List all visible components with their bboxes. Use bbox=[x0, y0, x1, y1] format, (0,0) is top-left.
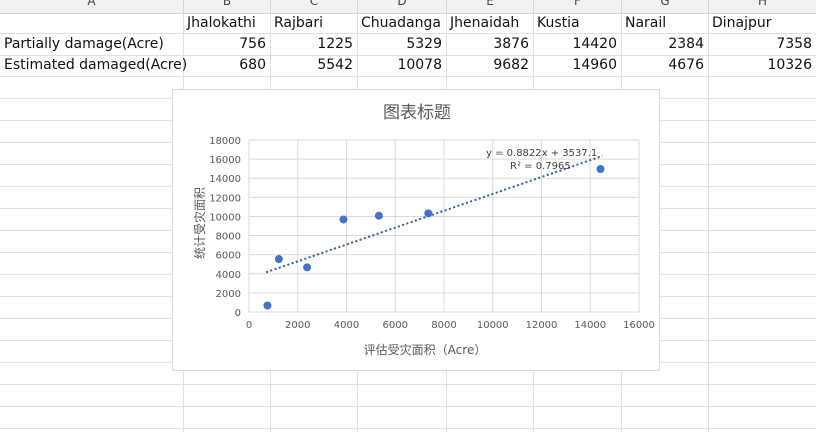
y-tick-label: 12000 bbox=[209, 193, 241, 204]
x-tick-label: 6000 bbox=[383, 320, 408, 331]
cell-b2[interactable]: 756 bbox=[239, 36, 266, 52]
data-point[interactable] bbox=[339, 215, 348, 224]
cell-d1[interactable]: Chuadanga bbox=[361, 15, 441, 31]
x-tick-label: 10000 bbox=[477, 320, 509, 331]
x-tick-label: 0 bbox=[246, 320, 252, 331]
y-tick-label: 16000 bbox=[209, 155, 241, 166]
chart-gridlines bbox=[248, 139, 640, 313]
data-point[interactable] bbox=[424, 209, 433, 218]
cell-f2[interactable]: 14420 bbox=[572, 36, 617, 52]
data-point[interactable] bbox=[303, 263, 312, 272]
y-tick-label: 8000 bbox=[216, 232, 241, 243]
chart-tick-labels: 0 2000 4000 6000 8000 10000 12000 14000 16000 0 20… bbox=[209, 136, 655, 331]
cell-a3[interactable]: Estimated damaged(Acre) bbox=[4, 57, 188, 73]
column-header-g[interactable]: G bbox=[622, 0, 709, 13]
column-header-b[interactable]: B bbox=[184, 0, 271, 13]
cell-g1[interactable]: Narail bbox=[625, 15, 667, 31]
cell-e3[interactable]: 9682 bbox=[493, 57, 529, 73]
cell-c2[interactable]: 1225 bbox=[317, 36, 353, 52]
data-point[interactable] bbox=[274, 255, 283, 264]
y-tick-label: 10000 bbox=[209, 212, 241, 223]
cell-f3[interactable]: 14960 bbox=[572, 57, 617, 73]
trendline-line[interactable] bbox=[265, 155, 603, 274]
y-axis-title[interactable]: 统计受灾面积 bbox=[192, 187, 207, 259]
cell-h2[interactable]: 7358 bbox=[776, 36, 812, 52]
cell-c3[interactable]: 5542 bbox=[317, 57, 353, 73]
x-tick-label: 8000 bbox=[431, 320, 456, 331]
y-tick-label: 4000 bbox=[216, 270, 241, 281]
cell-f1[interactable]: Kustia bbox=[537, 15, 580, 31]
cell-g3[interactable]: 4676 bbox=[668, 57, 704, 73]
trendline-equation[interactable]: y = 0.8822x + 3537.1 bbox=[486, 148, 597, 159]
cell-a2[interactable]: Partially damage(Acre) bbox=[4, 36, 164, 52]
x-axis-title[interactable]: 评估受灾面积（Acre） bbox=[364, 342, 487, 357]
x-tick-label: 2000 bbox=[285, 320, 310, 331]
data-point[interactable] bbox=[263, 301, 272, 310]
column-header-e[interactable]: E bbox=[447, 0, 534, 13]
cell-d3[interactable]: 10078 bbox=[397, 57, 442, 73]
chart-plot-svg: 0 2000 4000 6000 8000 10000 12000 14000 16000 0 20… bbox=[192, 136, 655, 357]
column-header-a[interactable]: A bbox=[0, 0, 184, 13]
cell-d2[interactable]: 5329 bbox=[406, 36, 442, 52]
chart-points[interactable] bbox=[263, 165, 605, 310]
x-tick-label: 16000 bbox=[623, 320, 655, 331]
scatter-chart[interactable]: 图表标题 0 2000 4000 6000 8000 10000 12000 14000 160… bbox=[172, 89, 660, 371]
trendline-r-squared[interactable]: R² = 0.7965 bbox=[510, 161, 571, 172]
x-tick-label: 12000 bbox=[526, 320, 558, 331]
cell-h3[interactable]: 10326 bbox=[767, 57, 812, 73]
y-tick-label: 14000 bbox=[209, 174, 241, 185]
y-tick-label: 6000 bbox=[216, 251, 241, 262]
cell-e1[interactable]: Jhenaidah bbox=[450, 15, 520, 31]
y-tick-label: 2000 bbox=[216, 289, 241, 300]
data-point[interactable] bbox=[596, 165, 605, 174]
cell-e2[interactable]: 3876 bbox=[493, 36, 529, 52]
cell-h1[interactable]: Dinajpur bbox=[712, 15, 772, 31]
x-tick-label: 14000 bbox=[574, 320, 606, 331]
column-header-h[interactable]: H bbox=[709, 0, 816, 13]
chart-trendline[interactable] bbox=[265, 155, 603, 274]
y-tick-label: 18000 bbox=[209, 136, 241, 147]
column-header-row: A B C D E F G H bbox=[0, 0, 816, 14]
chart-title[interactable]: 图表标题 bbox=[383, 103, 451, 123]
column-header-f[interactable]: F bbox=[534, 0, 622, 13]
cell-b1[interactable]: Jhalokathi bbox=[187, 15, 256, 31]
x-tick-label: 4000 bbox=[334, 320, 359, 331]
data-point[interactable] bbox=[374, 211, 383, 220]
cell-c1[interactable]: Rajbari bbox=[274, 15, 323, 31]
column-header-c[interactable]: C bbox=[271, 0, 358, 13]
cell-g2[interactable]: 2384 bbox=[668, 36, 704, 52]
column-header-d[interactable]: D bbox=[358, 0, 447, 13]
cell-b3[interactable]: 680 bbox=[239, 57, 266, 73]
cell-a1[interactable] bbox=[0, 13, 183, 33]
y-tick-label: 0 bbox=[235, 308, 241, 319]
